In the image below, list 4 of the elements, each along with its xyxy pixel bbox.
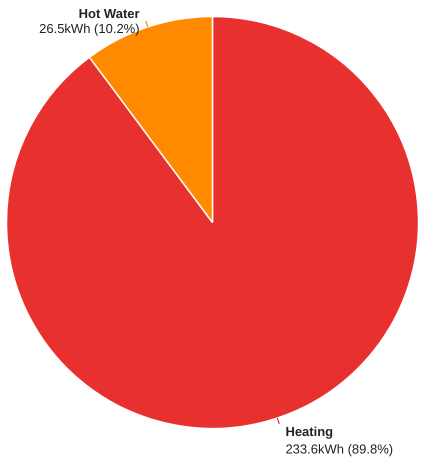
slice-label: Heating: [285, 424, 334, 439]
data-label: 26.5kWh (10.2%): [39, 21, 140, 36]
slice-label: Hot Water: [78, 6, 140, 22]
data-label: 233.6kWh (89.8%): [285, 441, 394, 456]
